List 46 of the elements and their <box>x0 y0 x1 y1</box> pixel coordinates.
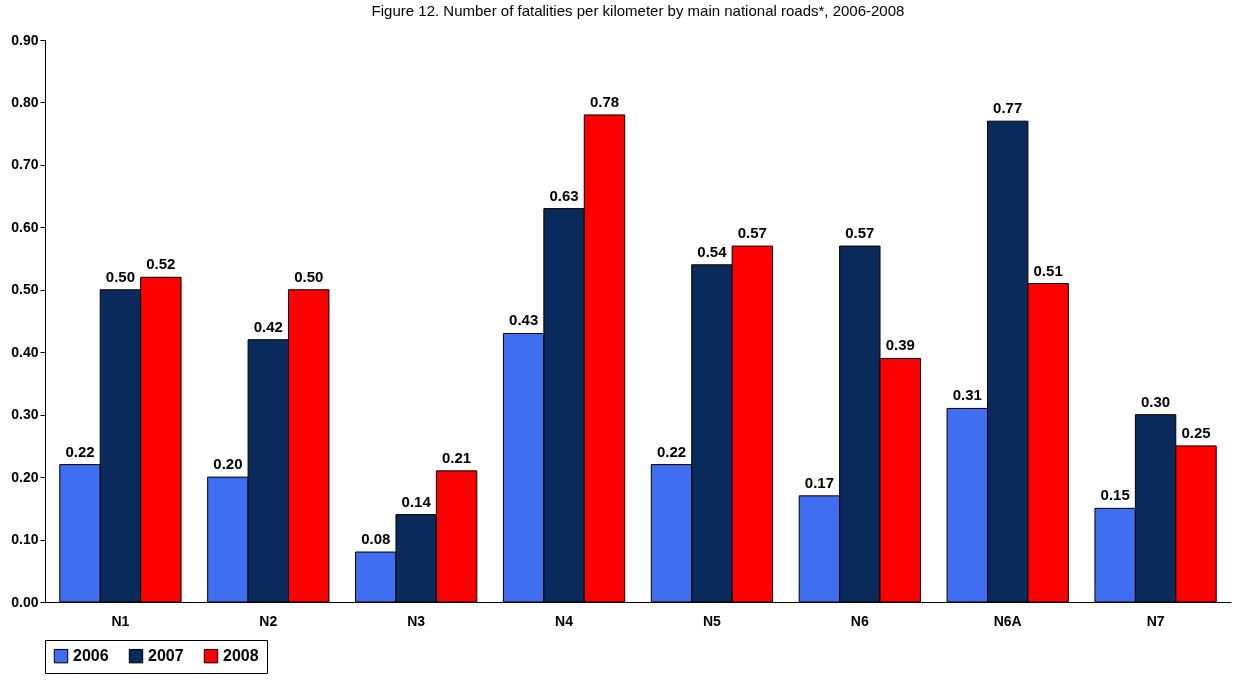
chart-title: Figure 12. Number of fatalities per kilometer by main national roads*, 2006-2008 <box>371 2 905 19</box>
x-tick-label: N1 <box>111 612 130 629</box>
y-tick-label: 0.10 <box>11 531 39 548</box>
data-label: 0.77 <box>993 99 1023 117</box>
legend-label: 2007 <box>148 647 184 665</box>
y-tick-label: 0.50 <box>11 281 39 298</box>
y-tick-label: 0.60 <box>11 218 39 235</box>
data-label: 0.17 <box>804 473 834 491</box>
y-tick-label: 0.80 <box>11 93 39 110</box>
data-label: 0.14 <box>401 492 432 510</box>
data-label: 0.51 <box>1033 261 1063 279</box>
x-tick-label: N2 <box>259 612 278 629</box>
data-label: 0.08 <box>361 530 391 548</box>
data-label: 0.15 <box>1100 486 1130 504</box>
data-label: 0.25 <box>1181 423 1211 441</box>
data-label: 0.20 <box>213 455 243 473</box>
x-tick-label: N7 <box>1146 612 1165 629</box>
data-label: 0.52 <box>146 255 176 273</box>
y-tick-label: 0.00 <box>11 593 39 610</box>
data-label: 0.50 <box>105 267 136 285</box>
data-label: 0.57 <box>845 224 875 242</box>
data-label: 0.39 <box>885 336 915 354</box>
data-label: 0.42 <box>253 317 283 335</box>
data-label: 0.31 <box>952 386 982 404</box>
y-tick-label: 0.20 <box>11 468 39 485</box>
y-tick-label: 0.30 <box>11 406 39 423</box>
data-label: 0.54 <box>697 242 728 260</box>
data-label: 0.78 <box>589 92 620 110</box>
x-tick-label: N5 <box>702 612 722 629</box>
y-tick-label: 0.90 <box>11 31 39 48</box>
data-label: 0.43 <box>509 311 539 329</box>
data-label: 0.57 <box>737 224 767 242</box>
legend-label: 2006 <box>73 647 109 665</box>
data-label: 0.63 <box>549 186 579 204</box>
x-tick-label: N3 <box>407 612 426 629</box>
data-label: 0.21 <box>442 448 472 466</box>
data-label: 0.22 <box>656 442 687 460</box>
y-tick-label: 0.40 <box>11 343 39 360</box>
y-tick-label: 0.70 <box>11 156 39 173</box>
legend-label: 2008 <box>223 647 259 665</box>
data-label: 0.30 <box>1140 392 1171 410</box>
x-tick-label: N6A <box>993 612 1022 629</box>
data-label: 0.50 <box>294 267 324 285</box>
x-tick-label: N6 <box>850 612 869 629</box>
data-label: 0.22 <box>65 442 95 460</box>
x-tick-label: N4 <box>555 612 574 629</box>
